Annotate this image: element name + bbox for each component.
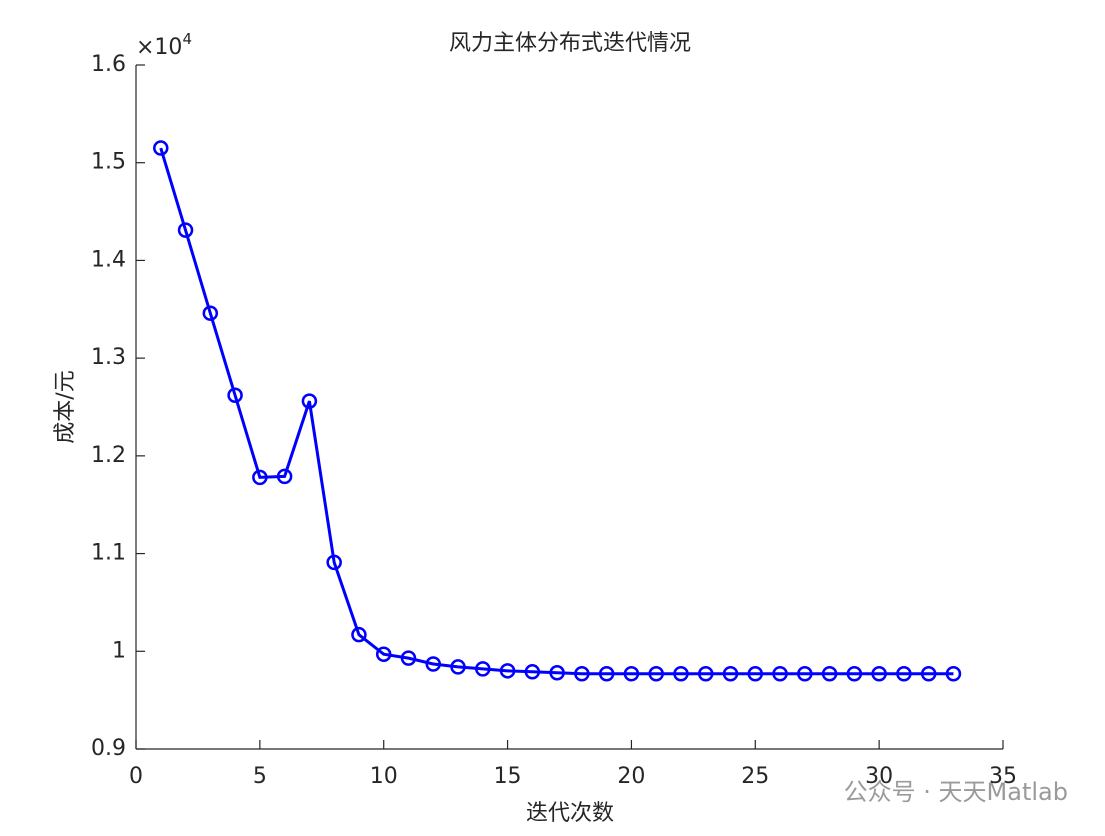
data-point: [945, 666, 962, 682]
data-point: [499, 663, 516, 679]
data-point: [722, 666, 739, 682]
x-tick-label: 20: [617, 764, 645, 789]
data-point: [202, 305, 219, 321]
data-point: [797, 666, 813, 682]
data-point: [227, 387, 243, 404]
x-tick-label: 35: [989, 764, 1017, 789]
data-point: [252, 469, 268, 486]
data-point: [450, 659, 466, 675]
y-tick-label: 0.9: [91, 736, 126, 761]
x-tick-label: 30: [865, 764, 893, 789]
data-point: [326, 554, 342, 571]
data-point: [747, 666, 764, 682]
data-point: [673, 666, 689, 682]
y-tick-label: 1: [112, 638, 126, 663]
data-point: [475, 661, 491, 677]
data-point: [871, 666, 887, 682]
data-point: [821, 666, 838, 682]
x-tick-label: 15: [494, 764, 522, 789]
y-scale-exponent: 4: [182, 30, 192, 48]
watermark: 公众号 · 天天Matlab: [844, 778, 1068, 806]
y-tick-label: 1.2: [91, 443, 126, 468]
y-axis-label: 成本/元: [53, 370, 78, 443]
data-point: [648, 666, 664, 682]
data-point: [598, 666, 615, 682]
data-point: [772, 666, 788, 682]
x-tick-label: 10: [370, 764, 398, 789]
data-point: [623, 666, 640, 682]
data-point: [276, 468, 293, 485]
chart-title: 风力主体分布式迭代情况: [449, 31, 691, 56]
x-tick-label: 5: [253, 764, 267, 789]
x-tick-label: 25: [741, 764, 769, 789]
x-axis-label: 迭代次数: [526, 801, 614, 826]
data-point: [153, 140, 169, 156]
data-point: [351, 626, 367, 643]
data-point: [896, 666, 912, 682]
data-point: [400, 650, 417, 666]
y-scale-label: ×104: [136, 30, 192, 61]
y-scale-base: ×10: [136, 35, 182, 60]
data-point: [524, 664, 541, 680]
data-point: [425, 656, 442, 672]
data-point: [920, 666, 937, 682]
data-point: [574, 666, 590, 682]
data-point: [375, 646, 392, 662]
data-line: [159, 147, 954, 676]
y-tick-label: 1.4: [91, 247, 126, 272]
y-tick-label: 1.1: [91, 541, 126, 566]
data-point: [549, 665, 565, 681]
y-tick-label: 1.6: [91, 52, 126, 77]
x-tick-label: 0: [129, 764, 143, 789]
data-point: [697, 666, 714, 682]
data-point: [177, 222, 194, 238]
data-point: [301, 393, 318, 409]
data-point: [846, 666, 863, 682]
y-tick-label: 1.5: [91, 150, 126, 175]
y-tick-label: 1.3: [91, 345, 126, 370]
